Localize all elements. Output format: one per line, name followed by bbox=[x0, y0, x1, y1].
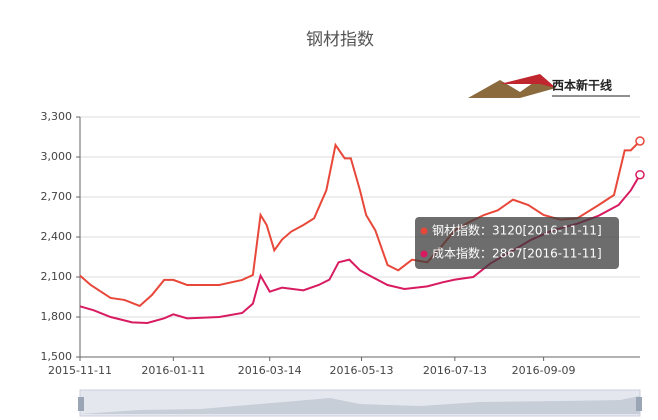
logo-mark bbox=[500, 74, 556, 88]
chart-title: 钢材指数 bbox=[306, 30, 374, 50]
x-tick-label: 2016-07-13 bbox=[423, 364, 487, 377]
end-marker bbox=[635, 136, 645, 146]
tooltip-dot bbox=[420, 227, 428, 235]
tooltip: 钢材指数：3120[2016-11-11] 成本指数：2867[2016-11-1… bbox=[415, 217, 619, 269]
y-tick-label: 2,400 bbox=[41, 230, 73, 243]
data-zoom[interactable] bbox=[78, 389, 642, 417]
x-tick-label: 2016-05-13 bbox=[330, 364, 394, 377]
x-tick-label: 2016-03-14 bbox=[238, 364, 302, 377]
zoom-handle[interactable] bbox=[78, 397, 84, 411]
y-tick-label: 1,500 bbox=[41, 350, 73, 363]
line bbox=[79, 140, 641, 308]
tooltip-dot bbox=[420, 250, 428, 258]
tooltip-box bbox=[415, 217, 619, 269]
y-tick-label: 3,300 bbox=[41, 110, 73, 123]
zoom-handle[interactable] bbox=[636, 397, 642, 411]
logo: 西本新干线 bbox=[468, 74, 630, 98]
tooltip-text: 钢材指数：3120[2016-11-11] bbox=[432, 223, 602, 238]
x-tick-label: 2015-11-11 bbox=[48, 364, 112, 377]
y-tick-label: 2,700 bbox=[41, 190, 73, 203]
y-tick-label: 2,100 bbox=[41, 270, 73, 283]
logo-text: 西本新干线 bbox=[552, 78, 612, 93]
tooltip-text: 成本指数：2867[2016-11-11] bbox=[432, 246, 602, 261]
zoom-shadow bbox=[80, 396, 640, 414]
end-marker bbox=[635, 169, 645, 180]
y-tick-label: 1,800 bbox=[41, 310, 73, 323]
x-tick-label: 2016-01-11 bbox=[141, 364, 205, 377]
y-tick-label: 3,000 bbox=[41, 150, 73, 163]
x-tick-label: 2016-09-09 bbox=[512, 364, 576, 377]
